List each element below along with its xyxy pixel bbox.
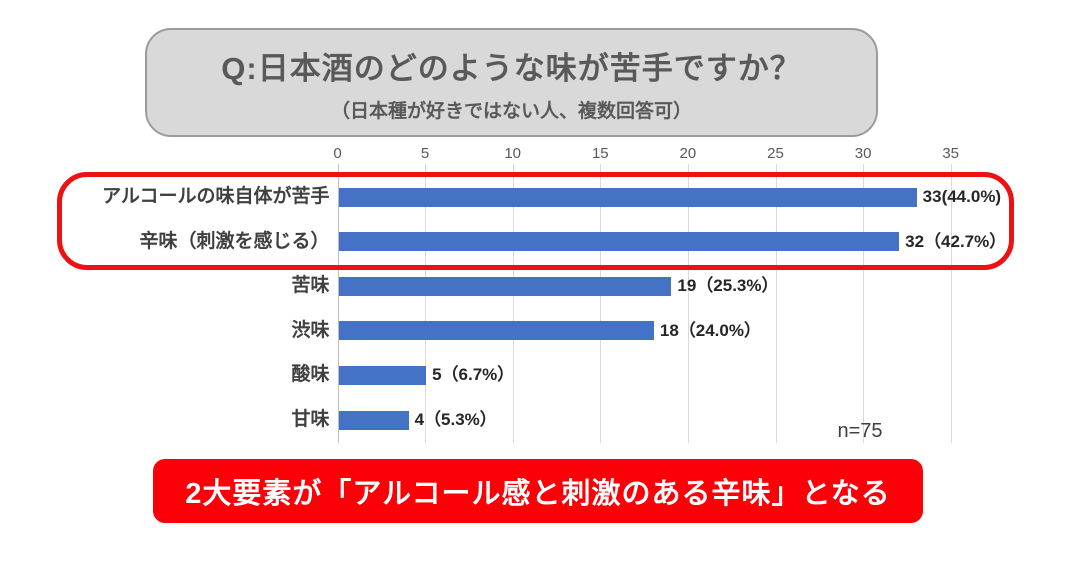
value-label: 18（24.0%） [659,320,761,340]
bar [338,410,409,430]
x-axis-tick: 0 [333,145,342,162]
question-title: Q:日本酒のどのような味が苦手ですか？ [221,50,802,86]
sample-size-label: n=75 [837,420,883,442]
value-label: 19（25.3%） [677,276,779,296]
x-axis-tick: 20 [679,145,697,162]
conclusion-text: 2大要素が「アルコール感と刺激のある辛味」となる [185,478,891,510]
x-axis-tick: 15 [591,145,609,162]
gridline [687,164,689,443]
category-label: 渋味 [291,319,330,341]
bar [338,276,672,296]
gridline [775,164,777,443]
x-axis-tick: 25 [767,145,784,162]
gridline [512,164,514,443]
gridline [425,164,427,443]
conclusion-banner: 2大要素が「アルコール感と刺激のある辛味」となる [153,459,923,523]
bar [338,321,654,341]
bar [338,232,900,252]
question-subtitle: （日本種が好きではない人、複数回答可） [330,100,692,122]
x-axis-tick: 35 [942,145,960,162]
x-axis-tick: 5 [420,145,430,162]
value-label: 4（5.3%） [414,410,497,429]
category-label: 苦味 [291,275,330,297]
category-label: 甘味 [291,409,330,430]
value-label: 5（6.7%） [432,365,515,385]
category-label: アルコールの味自体が苦手 [102,186,330,207]
gridline [600,164,602,443]
x-axis-tick: 10 [504,145,522,162]
category-label: 辛味（刺激を感じる） [139,230,330,252]
gridline [950,164,952,443]
bar [338,187,917,207]
question-title-box: Q:日本酒のどのような味が苦手ですか？ （日本種が好きではない人、複数回答可） [145,28,878,137]
value-label: 33(44.0%) [922,187,1002,206]
category-label: 酸味 [291,364,330,386]
bar [338,365,427,385]
gridline [337,164,339,443]
gridline [863,164,865,443]
x-axis-tick: 30 [854,145,872,162]
value-label: 32（42.7%） [905,231,1007,251]
